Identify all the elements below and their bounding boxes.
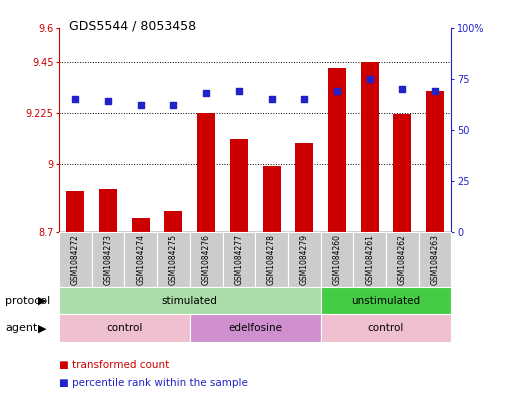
Bar bbox=[386, 232, 419, 287]
Bar bbox=[190, 232, 223, 287]
Point bbox=[71, 96, 80, 102]
Text: control: control bbox=[106, 323, 143, 333]
Text: stimulated: stimulated bbox=[162, 296, 218, 306]
Point bbox=[431, 88, 439, 94]
Bar bbox=[419, 232, 451, 287]
Text: GSM1084261: GSM1084261 bbox=[365, 234, 374, 285]
Bar bbox=[353, 232, 386, 287]
Bar bbox=[288, 232, 321, 287]
Bar bbox=[99, 189, 117, 232]
Bar bbox=[59, 314, 190, 342]
Bar bbox=[124, 232, 157, 287]
Bar bbox=[66, 191, 84, 232]
Bar bbox=[321, 232, 353, 287]
Bar bbox=[132, 218, 150, 232]
Bar bbox=[230, 139, 248, 232]
Bar bbox=[255, 232, 288, 287]
Text: GDS5544 / 8053458: GDS5544 / 8053458 bbox=[69, 20, 196, 33]
Text: GSM1084274: GSM1084274 bbox=[136, 234, 145, 285]
Bar bbox=[426, 91, 444, 232]
Text: GSM1084260: GSM1084260 bbox=[332, 234, 342, 285]
Text: ■ percentile rank within the sample: ■ percentile rank within the sample bbox=[59, 378, 248, 388]
Text: GSM1084279: GSM1084279 bbox=[300, 234, 309, 285]
Bar bbox=[197, 113, 215, 232]
Text: ▶: ▶ bbox=[38, 323, 47, 333]
Bar bbox=[190, 314, 321, 342]
Point bbox=[136, 102, 145, 108]
Bar bbox=[361, 62, 379, 232]
Text: GSM1084273: GSM1084273 bbox=[104, 234, 112, 285]
Point bbox=[169, 102, 177, 108]
Point bbox=[104, 98, 112, 104]
Text: edelfosine: edelfosine bbox=[228, 323, 282, 333]
Text: ■ transformed count: ■ transformed count bbox=[59, 360, 169, 371]
Bar bbox=[321, 287, 451, 314]
Bar bbox=[328, 68, 346, 232]
Text: ▶: ▶ bbox=[38, 296, 47, 306]
Text: unstimulated: unstimulated bbox=[351, 296, 421, 306]
Point bbox=[267, 96, 275, 102]
Bar bbox=[59, 232, 92, 287]
Bar bbox=[59, 287, 321, 314]
Text: GSM1084262: GSM1084262 bbox=[398, 234, 407, 285]
Bar bbox=[321, 314, 451, 342]
Bar bbox=[92, 232, 125, 287]
Text: GSM1084278: GSM1084278 bbox=[267, 234, 276, 285]
Point bbox=[202, 90, 210, 96]
Point bbox=[366, 75, 374, 82]
Bar bbox=[263, 166, 281, 232]
Text: control: control bbox=[368, 323, 404, 333]
Text: GSM1084263: GSM1084263 bbox=[430, 234, 440, 285]
Text: agent: agent bbox=[5, 323, 37, 333]
Text: protocol: protocol bbox=[5, 296, 50, 306]
Text: GSM1084277: GSM1084277 bbox=[234, 234, 243, 285]
Text: GSM1084275: GSM1084275 bbox=[169, 234, 178, 285]
Bar bbox=[157, 232, 190, 287]
Point bbox=[235, 88, 243, 94]
Bar bbox=[295, 143, 313, 232]
Point bbox=[333, 88, 341, 94]
Point bbox=[300, 96, 308, 102]
Bar bbox=[223, 232, 255, 287]
Bar bbox=[393, 114, 411, 232]
Point bbox=[398, 86, 406, 92]
Bar bbox=[165, 211, 183, 232]
Text: GSM1084272: GSM1084272 bbox=[71, 234, 80, 285]
Text: GSM1084276: GSM1084276 bbox=[202, 234, 211, 285]
